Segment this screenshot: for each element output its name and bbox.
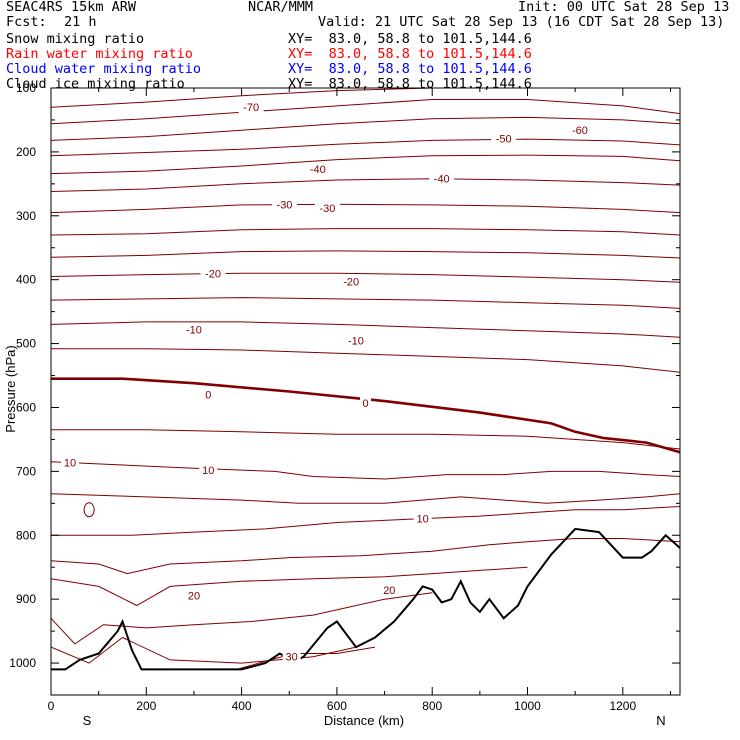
y-tick-label: 200 — [16, 145, 36, 159]
temperature-contour-6 — [51, 203, 680, 214]
x-tick-label: 400 — [232, 699, 252, 713]
model-title: SEAC4RS 15km ARW — [6, 0, 137, 15]
contour-label: -70 — [243, 102, 259, 114]
temperature-contour-12 — [51, 348, 680, 373]
y-axis-label: Pressure (hPa) — [3, 345, 18, 432]
temperature-contour-1 — [51, 99, 680, 125]
terrain-profile-line — [51, 527, 680, 671]
contour-label: -10 — [186, 325, 202, 337]
contour-label: 0 — [205, 390, 211, 402]
contour-label: 0 — [362, 398, 368, 410]
contour-label-bg — [199, 464, 218, 477]
contour-label-bg — [202, 388, 214, 401]
contour-label-bg — [380, 584, 399, 597]
contour-label: 20 — [383, 585, 395, 597]
contour-label: 10 — [202, 465, 214, 477]
contour-label: -50 — [496, 133, 512, 145]
temperature-contour-16 — [51, 506, 680, 536]
y-tick-label: 600 — [16, 400, 36, 414]
temperature-contour-13 — [51, 429, 680, 450]
contour-label: -30 — [277, 199, 293, 211]
y-tick-label: 100 — [16, 81, 36, 95]
y-tick-label: 1000 — [9, 656, 36, 670]
contour-label-bg — [238, 101, 264, 114]
contour-label-bg — [567, 124, 593, 137]
forecast-label: Fcst: — [6, 14, 47, 30]
x-tick-label: 1000 — [514, 699, 541, 713]
x-axis-label: Distance (km) — [324, 713, 404, 728]
field-xy-rain: XY= 83.0, 58.8 to 101.5,144.6 — [288, 46, 532, 62]
temperature-contour-14 — [51, 461, 680, 480]
field-xy-snow: XY= 83.0, 58.8 to 101.5,144.6 — [288, 31, 532, 47]
x-tick-label: 200 — [136, 699, 156, 713]
contour-label-bg — [282, 650, 301, 663]
contour-label-bg — [305, 163, 331, 176]
x-tick-label: 0 — [48, 699, 55, 713]
temperature-contour-15 — [51, 493, 680, 504]
contour-label: 30 — [286, 652, 298, 664]
contour-label-bg — [338, 275, 364, 288]
y-tick-label: 700 — [16, 464, 36, 478]
contour-label: 20 — [188, 590, 200, 602]
temperature-contour-4 — [51, 154, 680, 175]
field-name-rain: Rain water mixing ratio — [6, 46, 193, 62]
init-time: Init: 00 UTC Sat 28 Sep 13 — [518, 0, 730, 15]
temperature-contour-8 — [51, 250, 680, 259]
contour-label-bg — [200, 267, 226, 280]
contour-label: -40 — [310, 164, 326, 176]
contour-label-bg — [184, 589, 203, 602]
contour-label-bg — [314, 202, 340, 215]
contour-label-bg — [271, 198, 297, 211]
temperature-contour-9 — [51, 272, 680, 283]
contour-label-bg — [343, 334, 369, 347]
temperature-contour-17 — [51, 538, 680, 575]
org-label: NCAR/MMM — [248, 0, 314, 15]
contour-label-bg — [360, 397, 371, 410]
contour-label-bg — [413, 512, 432, 525]
contour-label: 10 — [417, 514, 429, 526]
north-endpoint-label: N — [656, 713, 665, 728]
contour-label: 10 — [64, 457, 76, 469]
field-name-snow: Snow mixing ratio — [6, 31, 145, 47]
contour-label-bg — [429, 172, 455, 185]
contour-label-bg — [61, 456, 80, 469]
x-tick-label: 600 — [327, 699, 347, 713]
field-xy-cloud-water: XY= 83.0, 58.8 to 101.5,144.6 — [288, 61, 532, 77]
contour-label: -60 — [572, 125, 588, 137]
temperature-contour-closed — [83, 502, 95, 518]
temperature-contour-18 — [51, 566, 528, 607]
temperature-contour-19 — [51, 592, 433, 645]
y-tick-label: 300 — [16, 209, 36, 223]
forecast-hour: 21 h — [64, 14, 97, 30]
contour-label-bg — [181, 323, 207, 336]
temperature-contour-10 — [51, 297, 680, 309]
contour-label: -40 — [434, 174, 450, 186]
contour-label: -30 — [319, 203, 335, 215]
y-tick-label: 900 — [16, 592, 36, 606]
x-tick-label: 1200 — [609, 699, 636, 713]
field-name-cloud-water: Cloud water mixing ratio — [6, 61, 202, 77]
zero-isotherm-line — [51, 377, 680, 454]
temperature-contour-3 — [51, 138, 680, 157]
contour-label-bg — [491, 132, 517, 145]
temperature-contour-2 — [51, 116, 680, 141]
contour-label: -20 — [205, 268, 221, 280]
temperature-contour-5 — [51, 178, 680, 192]
temperature-contour-7 — [51, 228, 680, 236]
x-tick-label: 800 — [422, 699, 442, 713]
contour-label: -20 — [343, 277, 359, 289]
contour-label: -10 — [348, 335, 364, 347]
y-tick-label: 800 — [16, 528, 36, 542]
y-tick-label: 500 — [16, 337, 36, 351]
temperature-contour-11 — [51, 321, 680, 338]
valid-time: Valid: 21 UTC Sat 28 Sep 13 (16 CDT Sat … — [318, 14, 725, 30]
plot-frame — [50, 87, 681, 696]
south-endpoint-label: S — [83, 713, 92, 728]
y-tick-label: 400 — [16, 273, 36, 287]
temperature-contour-20 — [51, 636, 357, 664]
